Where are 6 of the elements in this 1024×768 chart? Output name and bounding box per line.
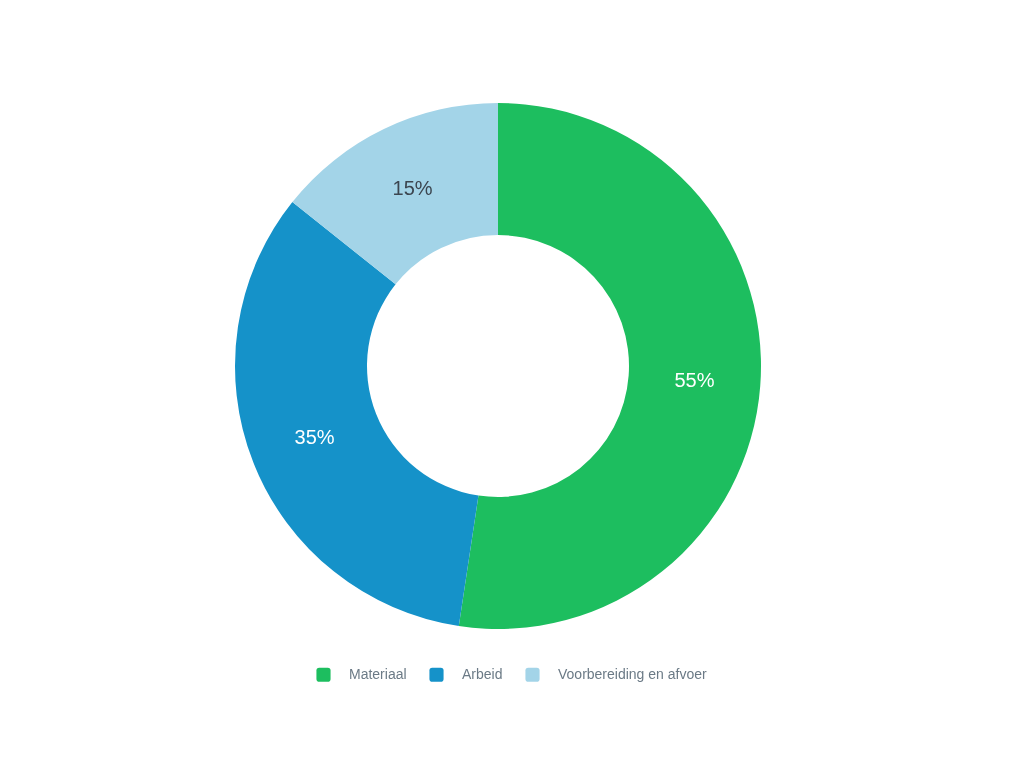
legend-label: Voorbereiding en afvoer [558,665,707,682]
legend-label: Arbeid [462,665,503,682]
data-label: 35% [294,425,335,448]
legend-label: Materiaal [349,665,407,682]
data-label: 15% [392,176,433,199]
data-label: 55% [674,368,715,391]
